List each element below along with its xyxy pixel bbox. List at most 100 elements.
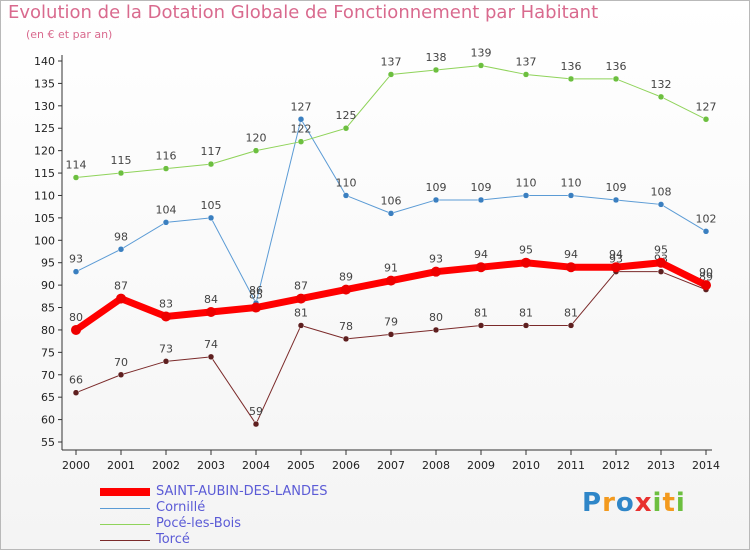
y-tick-label: 135 [34, 77, 55, 90]
data-point [432, 66, 440, 74]
data-label: 136 [561, 60, 582, 73]
chart-subtitle: (en € et par an) [26, 28, 113, 41]
data-point [296, 293, 306, 304]
legend-item: Torcé [100, 532, 500, 548]
data-point [341, 284, 351, 295]
data-label: 117 [201, 145, 222, 158]
data-point [567, 322, 575, 329]
legend-label: SAINT-AUBIN-DES-LANDES [156, 484, 328, 499]
data-point [432, 326, 440, 334]
y-tick-label: 60 [41, 414, 55, 427]
data-label: 110 [516, 176, 537, 189]
proxiti-logo: Proxiti [582, 488, 686, 518]
logo-letter: P [582, 488, 603, 518]
data-label: 138 [426, 51, 447, 64]
data-label: 132 [651, 78, 672, 91]
legend-item: Pocé-les-Bois [100, 516, 500, 532]
x-tick-label: 2012 [602, 459, 630, 472]
x-tick-label: 2003 [197, 459, 225, 472]
y-tick-label: 95 [41, 257, 55, 270]
data-label: 93 [609, 253, 623, 266]
data-point [162, 219, 170, 226]
data-point [477, 322, 485, 329]
x-tick-label: 2006 [332, 459, 360, 472]
data-point [521, 257, 531, 268]
y-tick-label: 80 [41, 324, 55, 337]
data-label: 91 [384, 262, 398, 275]
y-tick-label: 130 [34, 100, 55, 113]
y-tick-label: 70 [41, 369, 55, 382]
logo-letter: o [615, 488, 635, 518]
data-point [161, 311, 171, 322]
y-tick-label: 120 [34, 145, 55, 158]
data-label: 66 [69, 374, 83, 387]
data-label: 137 [381, 55, 402, 68]
data-label: 89 [339, 271, 353, 284]
data-point [387, 331, 395, 338]
data-label: 81 [564, 306, 578, 319]
data-point [117, 371, 125, 379]
legend-item: SAINT-AUBIN-DES-LANDES [100, 484, 500, 500]
data-label: 110 [336, 176, 357, 189]
logo-letter: i [652, 488, 663, 518]
legend: SAINT-AUBIN-DES-LANDES Cornillé Pocé-les-B… [100, 484, 500, 548]
data-label: 95 [654, 244, 668, 257]
data-point [386, 275, 396, 286]
data-point [566, 262, 576, 273]
data-point [72, 389, 80, 396]
x-tick-label: 2002 [152, 459, 180, 472]
data-point [612, 75, 620, 83]
data-label: 139 [471, 46, 492, 59]
data-point [567, 192, 575, 199]
data-point [207, 353, 215, 361]
data-label: 102 [696, 212, 717, 225]
data-label: 94 [564, 248, 578, 261]
data-label: 120 [246, 132, 267, 145]
data-label: 136 [606, 60, 627, 73]
data-point [476, 262, 486, 273]
data-point [701, 280, 711, 291]
legend-swatch [100, 540, 150, 541]
x-tick-label: 2007 [377, 459, 405, 472]
data-label: 115 [111, 154, 132, 167]
data-point [71, 324, 81, 335]
data-point [656, 257, 666, 268]
data-point [657, 93, 665, 101]
data-label: 93 [69, 253, 83, 266]
data-point [162, 165, 170, 172]
data-label: 94 [609, 248, 623, 261]
data-label: 81 [474, 306, 488, 319]
data-point [117, 169, 125, 177]
data-label: 105 [201, 199, 222, 212]
data-point [522, 71, 530, 78]
x-tick-label: 2010 [512, 459, 540, 472]
data-point [297, 322, 305, 329]
data-point [612, 196, 620, 204]
logo-letter: x [634, 488, 653, 518]
data-point [251, 302, 261, 313]
data-label: 109 [426, 181, 447, 194]
data-label: 73 [159, 342, 173, 355]
data-label: 80 [69, 311, 83, 324]
x-tick-label: 2001 [107, 459, 135, 472]
data-label: 90 [699, 266, 713, 279]
y-tick-label: 105 [34, 212, 55, 225]
data-point [207, 214, 215, 222]
data-point [117, 246, 125, 253]
data-point [72, 268, 80, 275]
y-tick-label: 55 [41, 436, 55, 449]
data-label: 94 [474, 248, 488, 261]
x-tick-label: 2000 [62, 459, 90, 472]
data-point [387, 210, 395, 217]
y-tick-label: 115 [34, 167, 55, 180]
data-label: 114 [66, 159, 87, 172]
data-point [657, 201, 665, 208]
data-label: 127 [696, 100, 717, 113]
data-label: 74 [204, 338, 218, 351]
x-tick-label: 2009 [467, 459, 495, 472]
data-label: 78 [339, 320, 353, 333]
data-point [477, 62, 485, 69]
data-label: 116 [156, 150, 177, 163]
data-label: 137 [516, 55, 537, 68]
data-point [252, 147, 260, 154]
